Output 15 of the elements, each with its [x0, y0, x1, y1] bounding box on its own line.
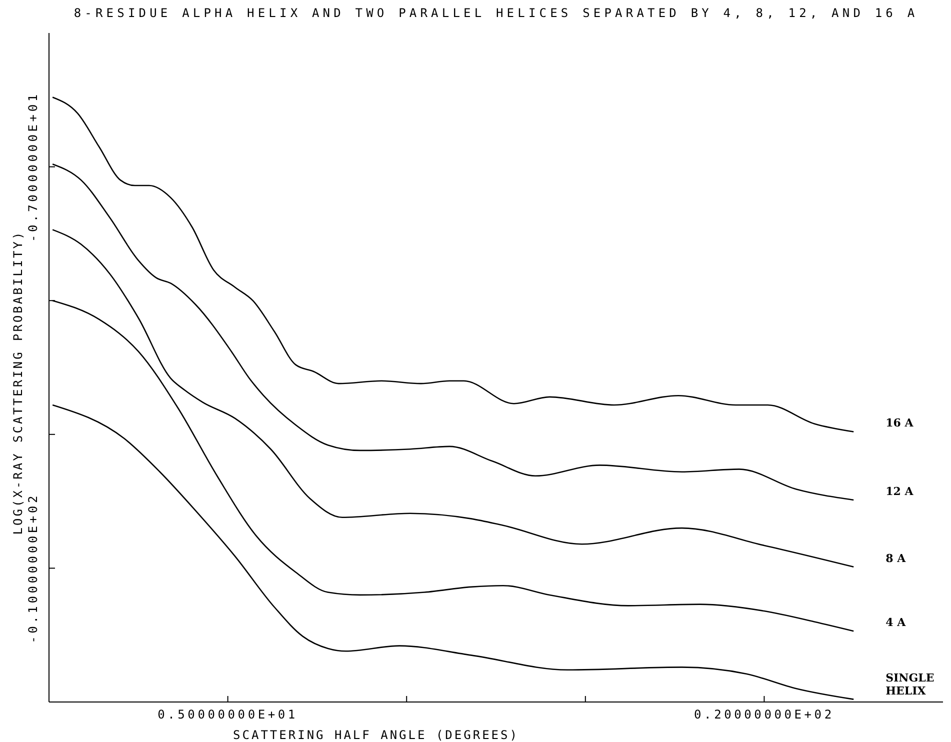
text: SINGLE HELIX [886, 671, 934, 698]
text: 8 A [886, 552, 906, 565]
text: 4 A [886, 616, 906, 630]
y-tick-label: -0.70000000E+01 [26, 92, 40, 242]
text: 12 A [886, 484, 914, 498]
x-tick-label: 0.20000000E+02 [694, 708, 834, 722]
line-series [52, 163, 854, 501]
x-tick-label: 0.50000000E+01 [158, 708, 298, 722]
line-series [52, 229, 854, 568]
y-tick-label: -0.10000000E+02 [26, 493, 40, 644]
y-axis-title: LOG(X-RAY SCATTERING PROBABILITY) [11, 230, 25, 535]
chart-title: 8-RESIDUE ALPHA HELIX AND TWO PARALLEL HELICES SEPARATED BY 4, 8, 12, AND 16 A [72, 6, 920, 20]
x-axis-title: SCATTERING HALF ANGLE (DEGREES) [233, 728, 519, 742]
text: 16 A [886, 416, 914, 430]
line-series [52, 96, 854, 432]
